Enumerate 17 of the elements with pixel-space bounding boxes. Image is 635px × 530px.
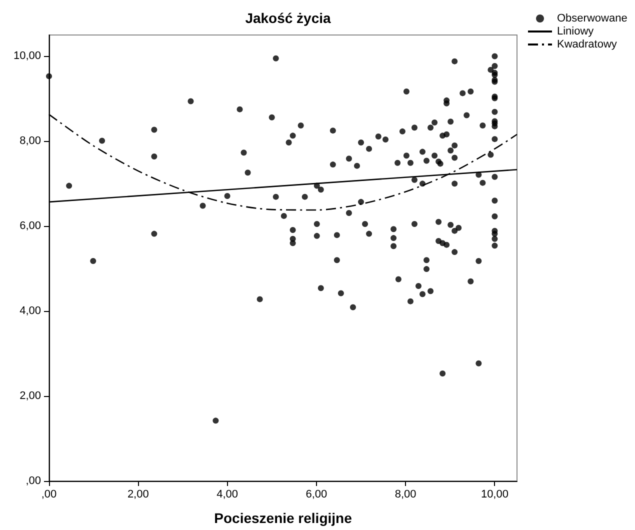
- x-tick-label: 2,00: [127, 488, 149, 500]
- x-tick-label: 8,00: [394, 488, 416, 500]
- legend-label: Obserwowane: [557, 12, 628, 24]
- y-tick-label: 10,00: [13, 50, 41, 62]
- x-tick-label: 4,00: [216, 488, 238, 500]
- chart-title: Jakość życia: [245, 10, 332, 26]
- x-tick-label: ,00: [41, 488, 57, 500]
- y-tick-label: 4,00: [20, 305, 41, 318]
- y-tick-label: 6,00: [20, 220, 41, 232]
- x-axis-title: Pocieszenie religijne: [214, 510, 352, 526]
- x-tick-label: 6,00: [306, 488, 328, 500]
- x-tick-label: 10,00: [480, 488, 508, 500]
- y-tick-label: 2,00: [20, 390, 41, 402]
- legend-label: Liniowy: [557, 26, 594, 38]
- y-tick-label: 8,00: [20, 135, 41, 148]
- legend-label: Kwadratowy: [557, 38, 618, 50]
- y-tick-label: ,00: [26, 475, 41, 487]
